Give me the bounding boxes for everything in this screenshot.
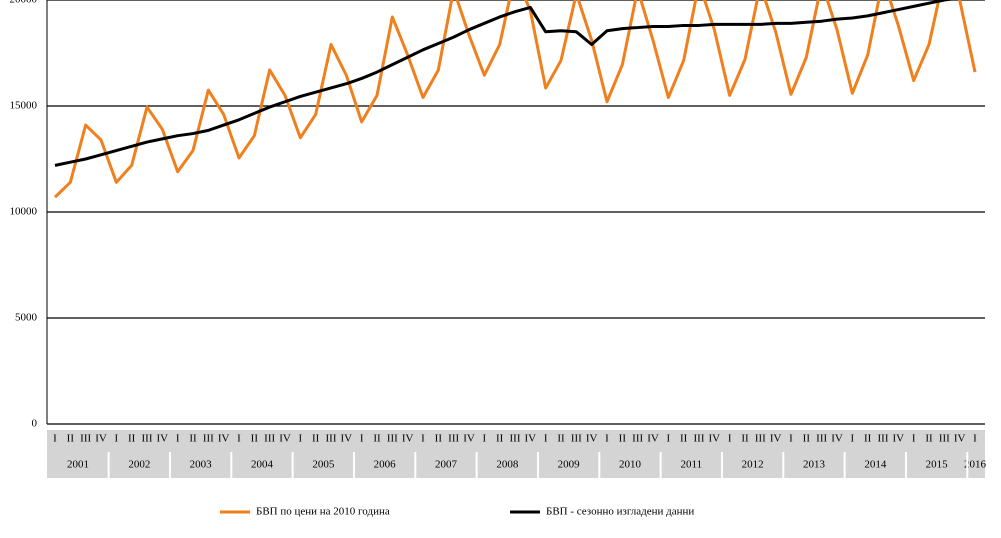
x-tick-label: IV [95,433,107,445]
x-tick-label: IV [402,433,414,445]
x-tick-label: IV [647,433,659,445]
y-tick-label: 15000 [10,100,38,112]
x-tick-label: II [925,433,933,445]
x-tick-label: II [619,433,627,445]
x-tick-label: III [387,433,398,445]
x-tick-label: IV [341,433,353,445]
x-tick-label: IV [709,433,721,445]
x-tick-label: III [816,433,827,445]
x-tick-label: I [237,433,241,445]
x-tick-label: II [312,433,320,445]
x-tick-label: I [482,433,486,445]
year-label: 2015 [926,459,949,471]
year-label: 2008 [496,459,519,471]
x-tick-label: III [264,433,275,445]
x-tick-label: I [298,433,302,445]
x-tick-label: I [114,433,118,445]
x-tick-label: III [939,433,950,445]
x-tick-label: III [326,433,337,445]
x-tick-label: III [203,433,214,445]
x-tick-label: IV [279,433,291,445]
x-tick-label: I [728,433,732,445]
x-tick-label: IV [463,433,475,445]
x-tick-label: IV [218,433,230,445]
x-tick-label: I [666,433,670,445]
y-tick-label: 5000 [15,312,38,324]
year-label: 2014 [864,459,887,471]
x-tick-label: III [694,433,705,445]
year-label: 2012 [742,459,764,471]
year-label: 2004 [251,459,274,471]
year-label: 2013 [803,459,826,471]
x-tick-label: II [67,433,75,445]
x-tick-label: IV [831,433,843,445]
year-label: 2001 [67,459,89,471]
year-label: 2009 [558,459,581,471]
legend-label: БВП по цени на 2010 година [256,506,390,518]
x-tick-label: II [680,433,688,445]
x-tick-label: I [544,433,548,445]
x-tick-label: I [360,433,364,445]
year-label: 2016 [964,459,987,471]
x-tick-label: I [421,433,425,445]
x-tick-label: II [557,433,565,445]
x-tick-label: I [789,433,793,445]
x-tick-label: III [571,433,582,445]
x-tick-label: II [189,433,197,445]
x-tick-label: III [510,433,521,445]
year-label: 2010 [619,459,642,471]
y-tick-label: 0 [32,418,38,430]
x-tick-label: I [912,433,916,445]
x-tick-label: II [864,433,872,445]
y-tick-label: 20000 [10,0,38,6]
x-tick-label: IV [954,433,966,445]
year-label: 2005 [312,459,335,471]
x-tick-label: III [632,433,643,445]
year-label: 2002 [128,459,150,471]
x-tick-label: IV [586,433,598,445]
x-tick-label: I [605,433,609,445]
x-tick-label: II [373,433,381,445]
x-tick-label: III [878,433,889,445]
x-tick-label: III [142,433,153,445]
x-tick-label: II [741,433,749,445]
year-label: 2007 [435,459,458,471]
x-tick-label: III [448,433,459,445]
x-tick-label: I [176,433,180,445]
x-tick-label: II [803,433,811,445]
x-tick-label: I [973,433,977,445]
x-tick-label: IV [893,433,905,445]
x-tick-label: I [53,433,57,445]
x-tick-label: II [496,433,504,445]
x-tick-label: I [850,433,854,445]
year-label: 2006 [374,459,397,471]
x-tick-label: IV [525,433,537,445]
year-label: 2011 [681,459,703,471]
y-tick-label: 10000 [10,206,38,218]
x-tick-label: III [755,433,766,445]
x-tick-label: II [251,433,259,445]
year-label: 2003 [190,459,213,471]
series-line [54,0,956,167]
x-tick-label: IV [157,433,169,445]
x-tick-label: II [128,433,136,445]
x-tick-label: II [435,433,443,445]
legend-label: БВП - сезонно изгладени данни [546,506,694,518]
x-tick-label: III [80,433,91,445]
x-axis-band [47,430,985,478]
x-tick-label: IV [770,433,782,445]
series-line [53,0,977,199]
